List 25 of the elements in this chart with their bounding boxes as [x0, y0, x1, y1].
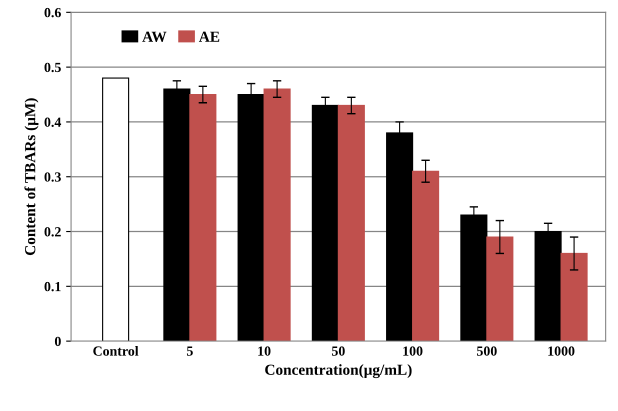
bar — [264, 88, 291, 342]
bar — [338, 104, 365, 342]
x-tick-label: 10 — [258, 346, 271, 356]
y-tick-label: 0.5 — [44, 62, 61, 72]
y-tick-label: 0.3 — [44, 172, 61, 182]
bar — [412, 170, 440, 342]
bar — [560, 252, 588, 342]
bar — [189, 94, 216, 342]
y-tick-label: 0.1 — [44, 282, 61, 292]
x-tick-label: 1000 — [548, 346, 574, 356]
x-tick-label: 100 — [403, 346, 422, 356]
x-tick-label: 500 — [476, 346, 497, 356]
bar — [102, 78, 130, 342]
y-tick-label: 0 — [54, 336, 61, 346]
y-tick-label: 0.2 — [44, 227, 61, 237]
y-tick-label: 0.4 — [44, 118, 62, 127]
x-axis-title: Concentration(μg/mL) — [265, 364, 412, 378]
legend-label: AE — [198, 32, 220, 42]
y-tick-label: 0.6 — [44, 8, 61, 18]
legend-label: AW — [142, 32, 166, 42]
x-tick-label: Control — [93, 346, 138, 356]
bar — [486, 236, 514, 342]
x-tick-label: 5 — [186, 346, 193, 356]
y-axis-title: Content of TBARs (μM) — [24, 98, 38, 256]
x-tick-label: 50 — [332, 346, 345, 356]
